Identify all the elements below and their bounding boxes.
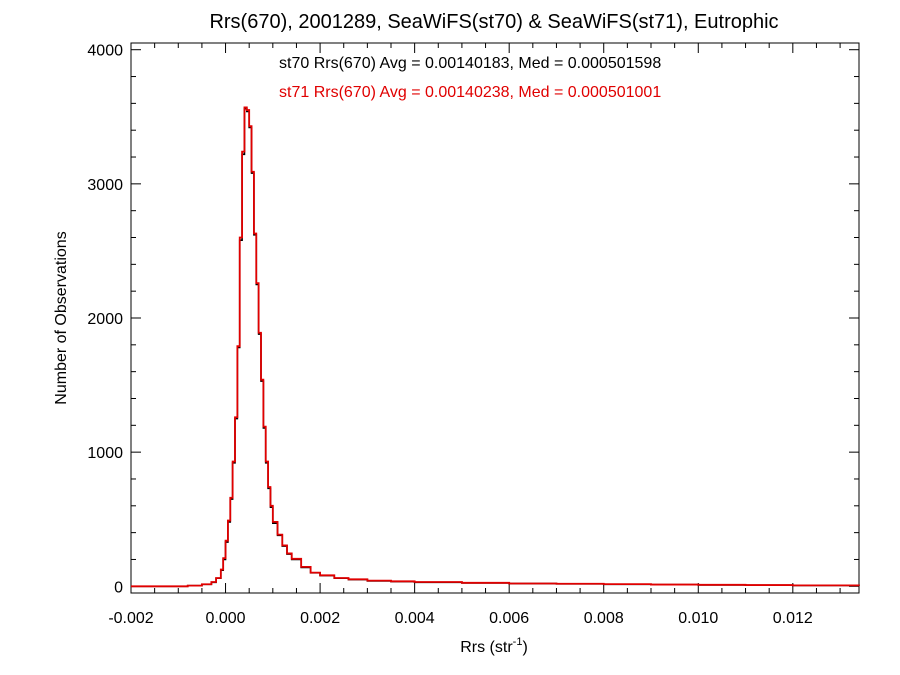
y-tick-label: 4000 xyxy=(87,43,123,60)
y-axis-ticks: 0 1000 2000 3000 4000 xyxy=(87,43,859,596)
x-axis-label-base: Rrs (str xyxy=(460,639,513,656)
annotation-layer: st70 Rrs(670) Avg = 0.00140183, Med = 0.… xyxy=(279,55,661,101)
y-tick-label: 2000 xyxy=(87,311,123,328)
x-tick-label: -0.002 xyxy=(108,610,153,627)
series-line-st70 xyxy=(131,107,860,588)
x-tick-label: 0.012 xyxy=(773,610,813,627)
stats-annotation-1: st70 Rrs(670) Avg = 0.00140183, Med = 0.… xyxy=(279,55,661,72)
stats-annotation-2: st71 Rrs(670) Avg = 0.00140238, Med = 0.… xyxy=(279,84,661,101)
x-axis-label-tail: ) xyxy=(522,639,527,656)
y-tick-label: 3000 xyxy=(87,177,123,194)
y-tick-label: 0 xyxy=(114,579,123,596)
y-tick-label: 1000 xyxy=(87,445,123,462)
series-line-st71 xyxy=(131,106,860,588)
x-tick-label: 0.008 xyxy=(584,610,624,627)
series-layer xyxy=(131,106,860,588)
chart-title: Rrs(670), 2001289, SeaWiFS(st70) & SeaWi… xyxy=(209,11,778,33)
x-axis-label-sup: -1 xyxy=(513,636,523,648)
x-tick-label: 0.010 xyxy=(678,610,718,627)
x-tick-label: 0.002 xyxy=(300,610,340,627)
y-axis-label: Number of Observations xyxy=(53,231,70,404)
x-tick-label: 0.000 xyxy=(206,610,246,627)
x-axis-ticks: -0.002 0.000 0.002 0.004 0.006 0.008 0.010 0.01… xyxy=(108,43,841,627)
x-axis-label: Rrs (str-1) xyxy=(460,636,528,656)
x-tick-label: 0.006 xyxy=(489,610,529,627)
x-tick-label: 0.004 xyxy=(395,610,435,627)
